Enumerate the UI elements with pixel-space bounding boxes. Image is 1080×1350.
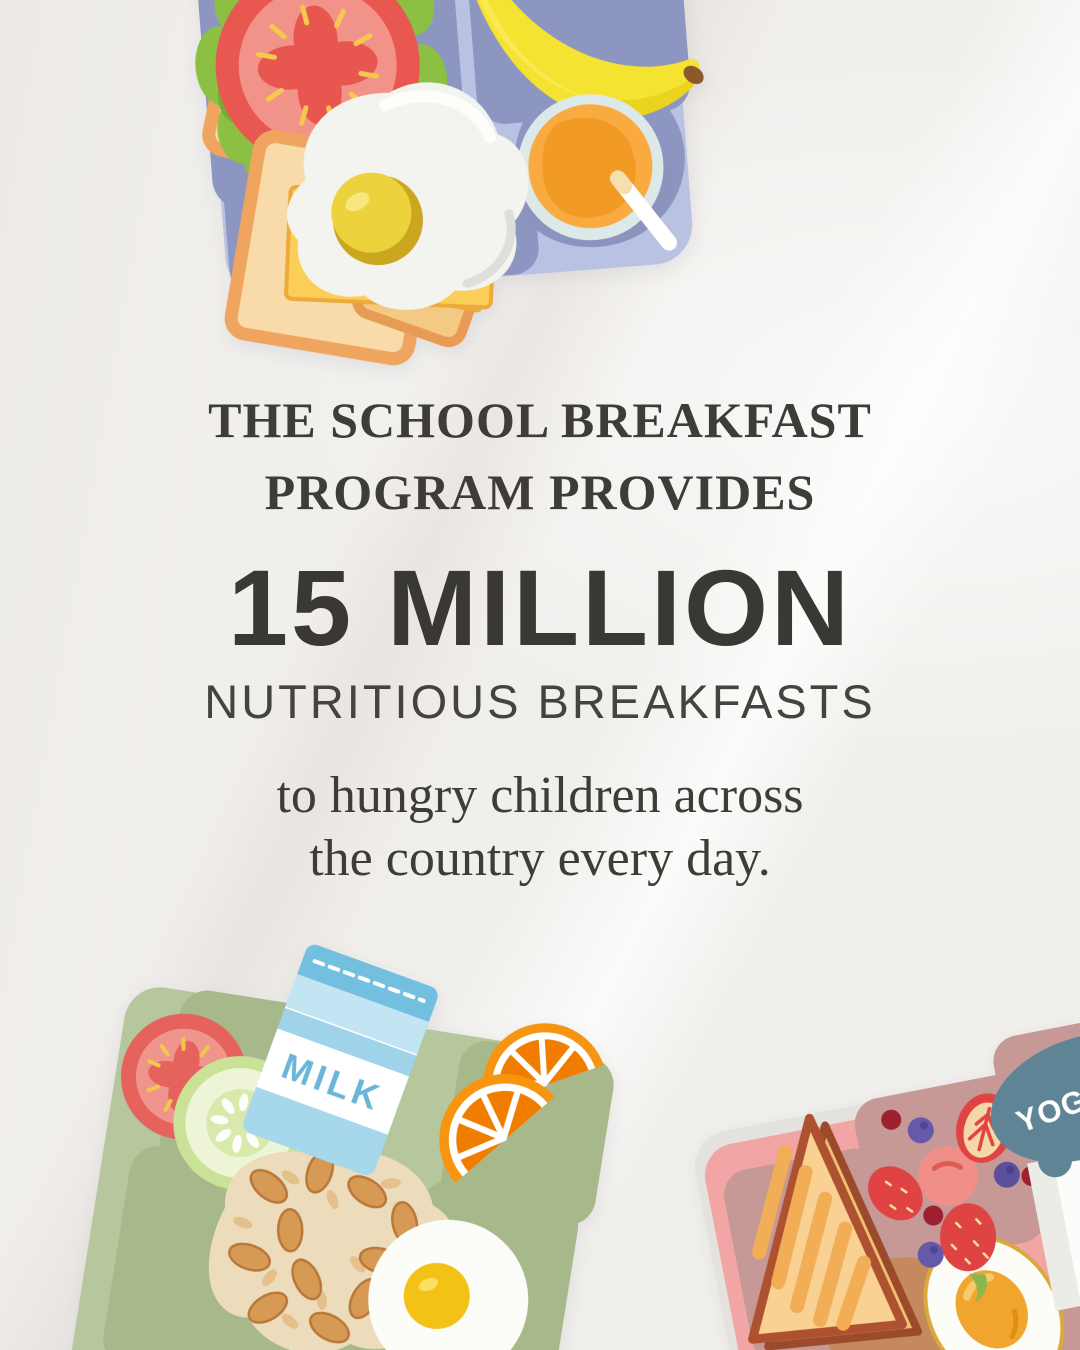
- orange-juice-cup-icon: [514, 94, 678, 251]
- yogurt-cup-icon: YOGURT: [990, 1032, 1080, 1311]
- body-line-1: to hungry children across: [276, 767, 804, 824]
- stat-number: 15 MILLION: [227, 547, 853, 668]
- green-breakfast-tray-illustration: MILK: [67, 944, 614, 1350]
- headline-line-1: THE SCHOOL BREAKFAST: [208, 392, 872, 448]
- blueberry-icon: [907, 1117, 1020, 1268]
- body-text: to hungry children across the country ev…: [0, 764, 1080, 890]
- headline-line-2: PROGRAM PROVIDES: [264, 464, 816, 520]
- orange-slice-icon: [439, 1074, 555, 1183]
- fried-egg-icon: [368, 1219, 529, 1350]
- stat-label: NUTRITIOUS BREAKFASTS: [204, 675, 876, 728]
- fried-egg-on-toast-icon: [224, 82, 529, 366]
- body-line-2: the country every day.: [309, 830, 771, 887]
- grilled-sandwich-icon: [748, 1113, 923, 1350]
- milk-carton-icon: MILK: [243, 944, 438, 1176]
- blue-breakfast-tray-illustration: [187, 0, 704, 366]
- pink-breakfast-tray-illustration: YOGURT: [695, 1012, 1080, 1350]
- boiled-egg-icon: [923, 1235, 1065, 1350]
- berries-icon: [868, 1087, 1042, 1304]
- text-block: THE SCHOOL BREAKFAST PROGRAM PROVIDES 15…: [0, 384, 1080, 890]
